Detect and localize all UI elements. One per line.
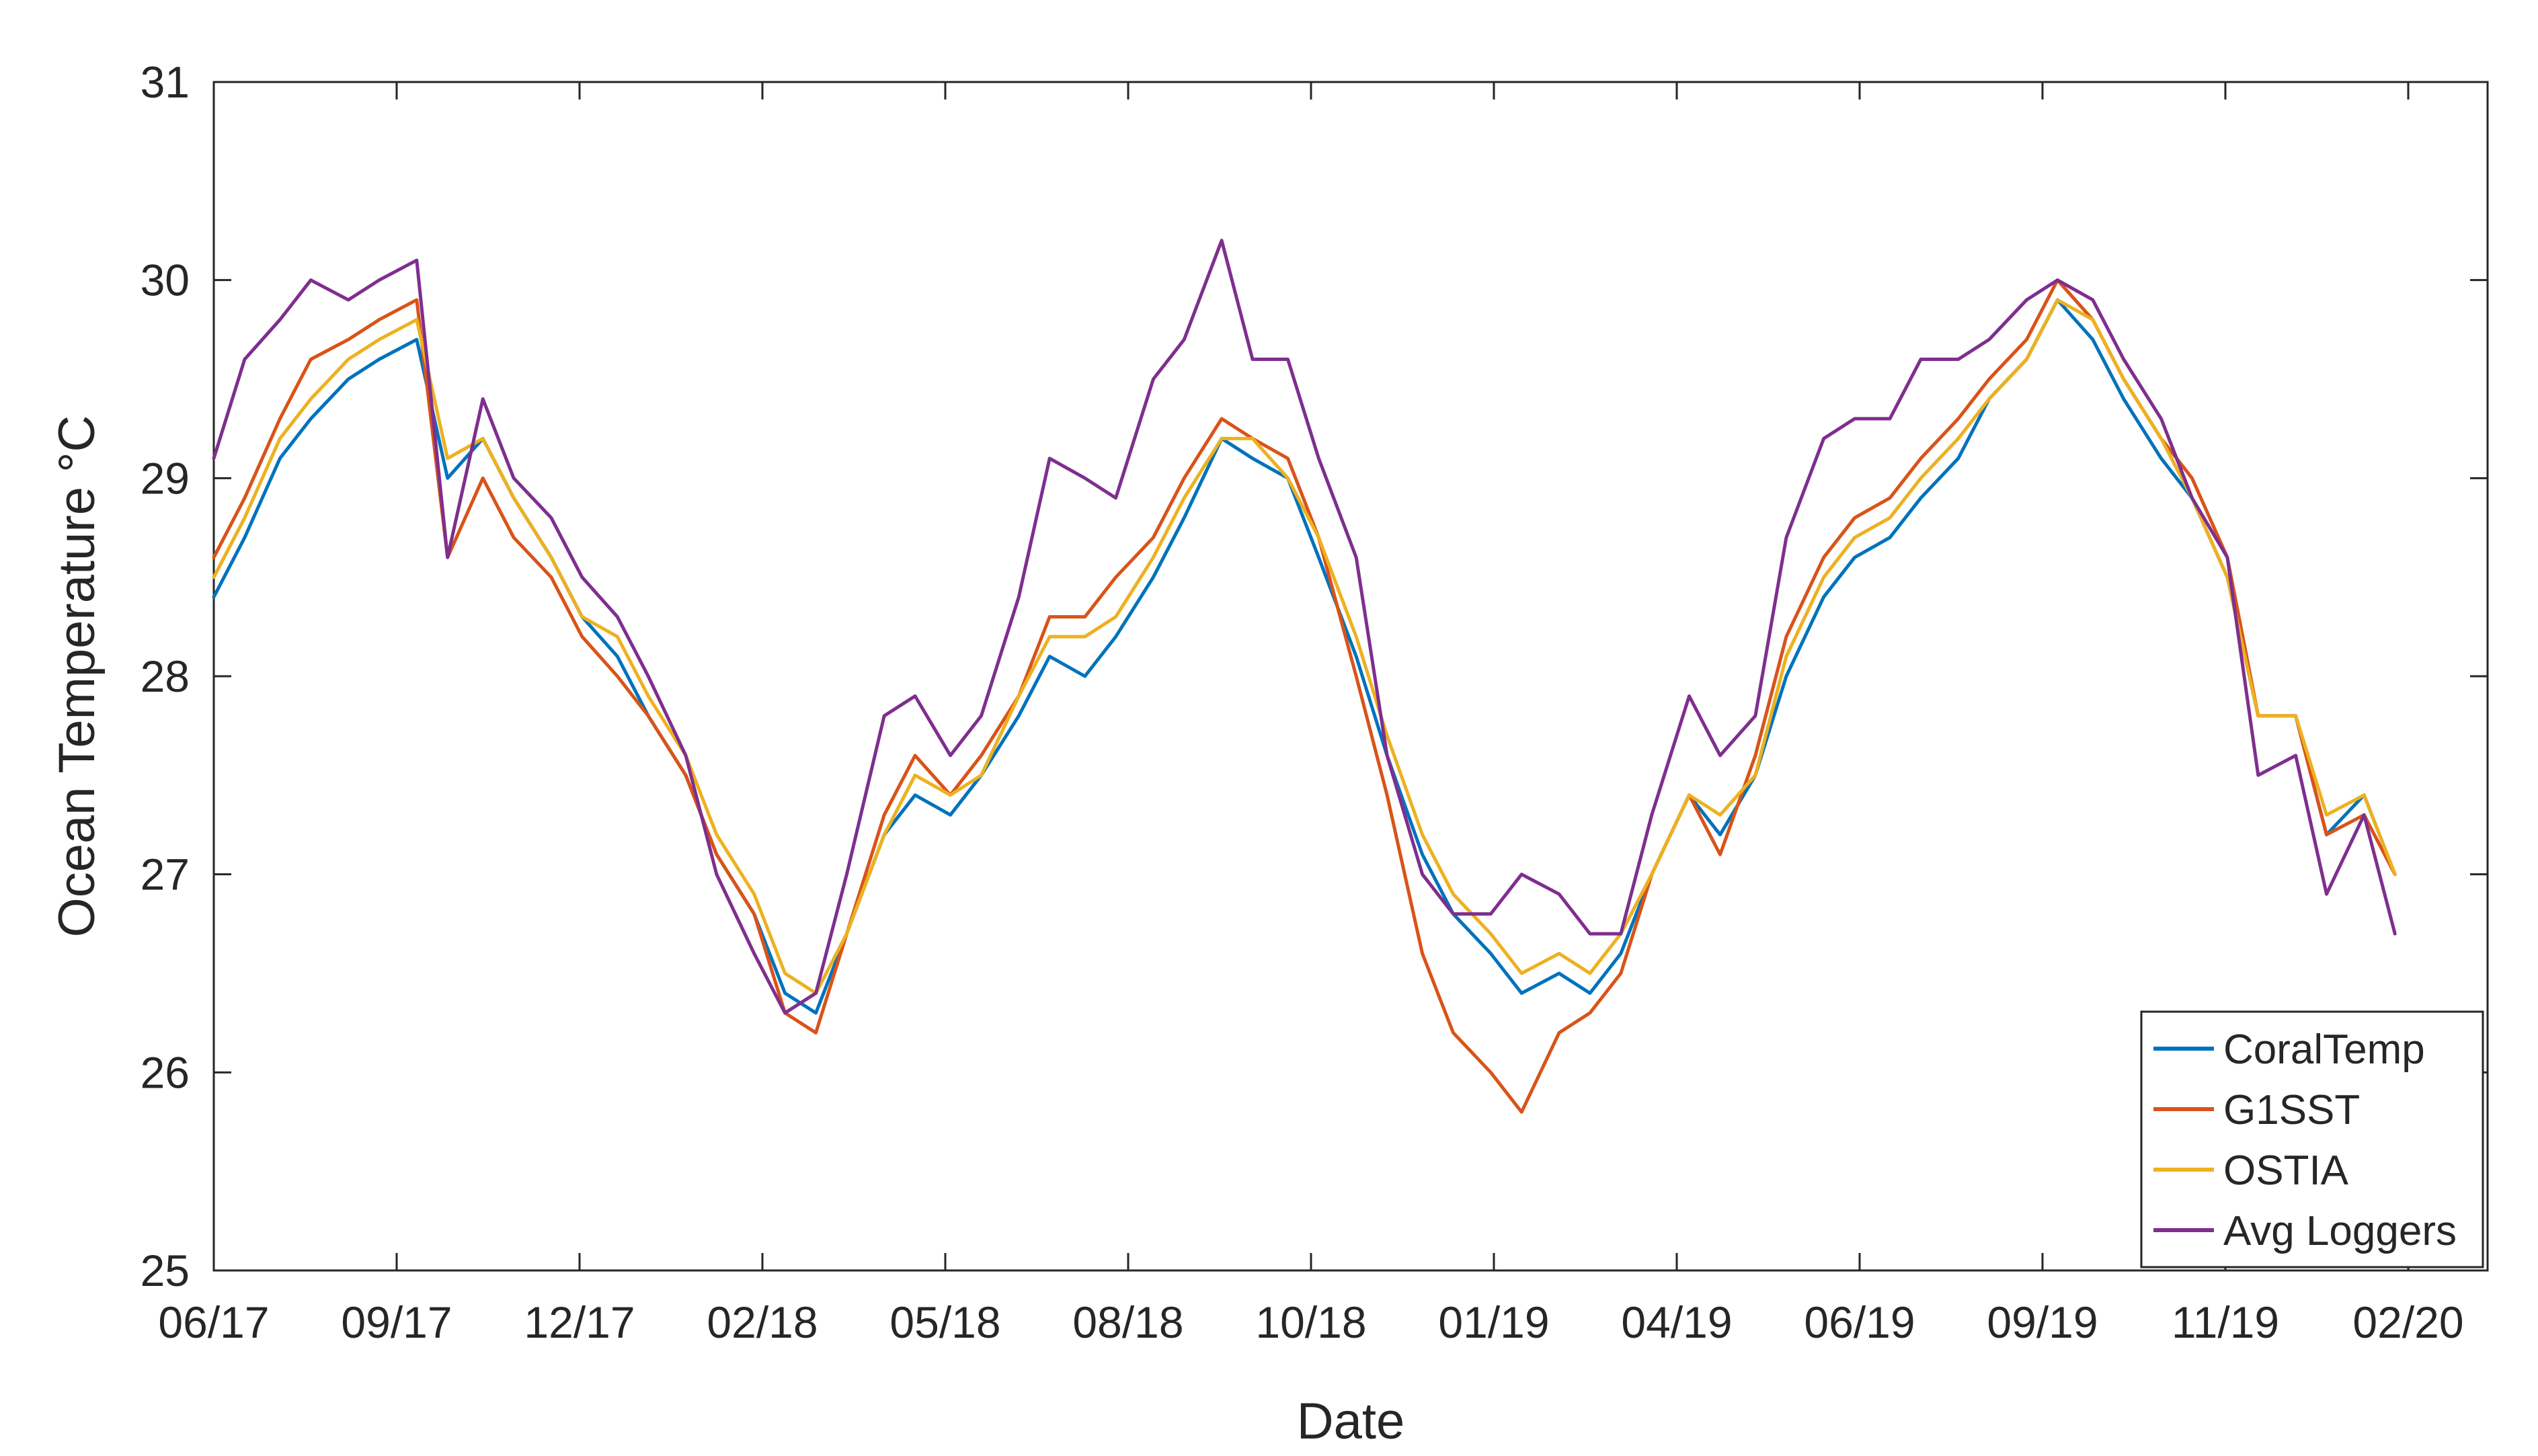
legend-label: OSTIA xyxy=(2223,1147,2349,1194)
legend-label: G1SST xyxy=(2223,1087,2360,1133)
y-tick-label: 30 xyxy=(141,255,190,305)
tick-labels: 25 26 27 28 29 30 31 06/17 09/17 12/17 02/18 05/18 0… xyxy=(141,57,2464,1347)
legend: CoralTemp G1SST OSTIA Avg Loggers xyxy=(2140,1010,2484,1268)
legend-label: CoralTemp xyxy=(2223,1026,2425,1073)
x-tick-label: 09/19 xyxy=(1987,1297,2098,1347)
y-tick-label: 31 xyxy=(141,57,190,107)
y-axis-title: Ocean Temperature °C xyxy=(48,415,106,938)
x-axis-title: Date xyxy=(1297,1393,1405,1450)
x-tick-label: 05/18 xyxy=(889,1297,1000,1347)
axis-ticks xyxy=(212,81,2488,1272)
x-tick-label: 06/17 xyxy=(158,1297,269,1347)
series-lines xyxy=(212,239,2397,1114)
legend-label: Avg Loggers xyxy=(2223,1208,2457,1254)
x-tick-label: 02/18 xyxy=(707,1297,818,1347)
series-line-ostia xyxy=(212,298,2397,995)
x-tick-label: 01/19 xyxy=(1438,1297,1549,1347)
x-tick-label: 04/19 xyxy=(1621,1297,1732,1347)
x-tick-label: 09/17 xyxy=(341,1297,452,1347)
x-tick-label: 12/17 xyxy=(524,1297,635,1347)
series-line-g1sst xyxy=(212,278,2397,1114)
y-tick-label: 29 xyxy=(141,453,190,503)
y-tick-label: 25 xyxy=(141,1246,190,1295)
series-line-avg-loggers xyxy=(212,239,2397,1015)
y-tick-label: 27 xyxy=(141,850,190,899)
x-tick-label: 06/19 xyxy=(1804,1297,1915,1347)
x-tick-label: 10/18 xyxy=(1255,1297,1366,1347)
x-tick-label: 08/18 xyxy=(1072,1297,1183,1347)
y-tick-label: 28 xyxy=(141,651,190,701)
legend-box xyxy=(2140,1010,2484,1268)
x-tick-label: 02/20 xyxy=(2352,1297,2463,1347)
x-tick-label: 11/19 xyxy=(2172,1297,2279,1347)
y-tick-label: 26 xyxy=(141,1047,190,1097)
